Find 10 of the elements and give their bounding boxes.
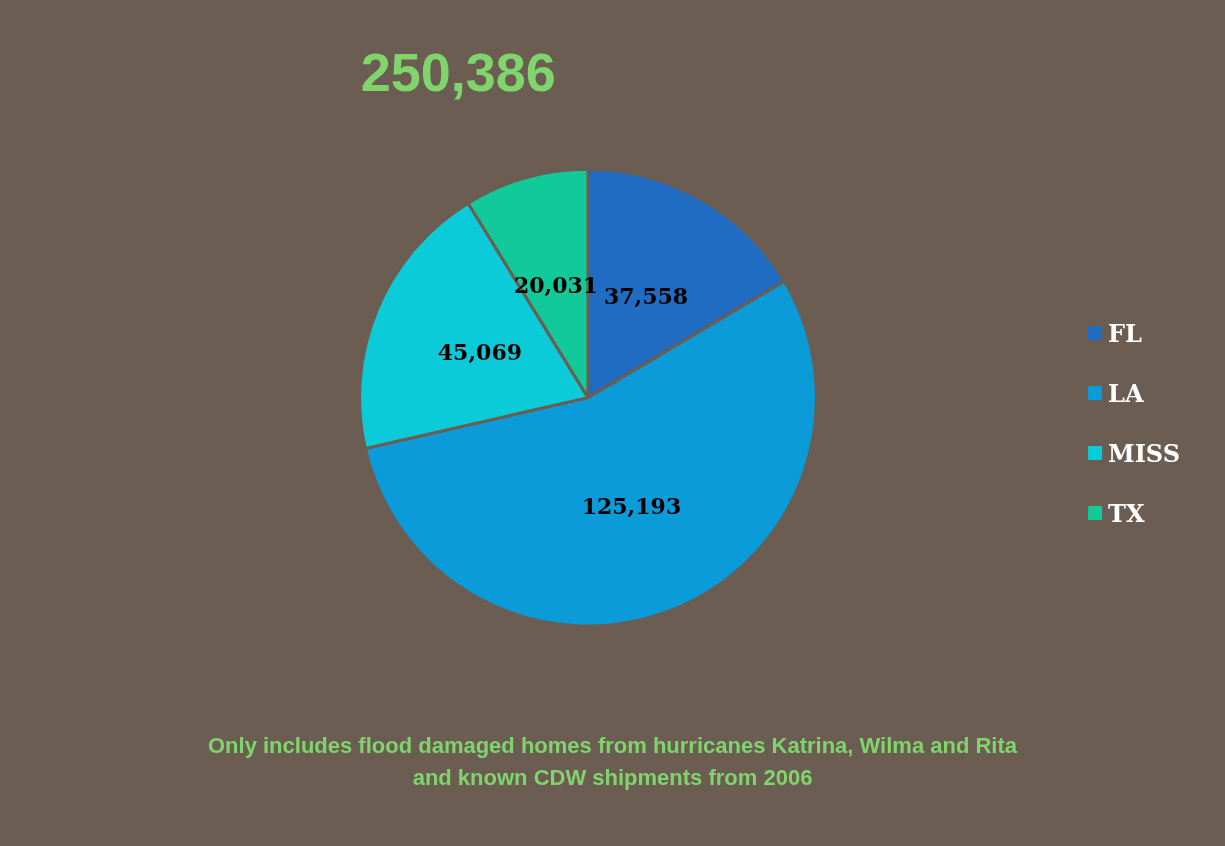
data-label: 20,031 bbox=[513, 271, 599, 298]
chart-title: 250,386 bbox=[360, 42, 556, 102]
data-label: 125,193 bbox=[581, 493, 682, 520]
legend-label: LA bbox=[1108, 378, 1144, 408]
data-label: 37,558 bbox=[603, 282, 689, 309]
legend-label: TX bbox=[1108, 498, 1145, 528]
text: Only includes flood damaged homes from hurricanes Katrina, Wilma and Rita and known CDW shipments from 2006 bbox=[207, 732, 1018, 790]
data-label: 45,069 bbox=[437, 339, 523, 366]
legend-label: MISS bbox=[1108, 438, 1181, 468]
legend-label: FL bbox=[1108, 318, 1143, 348]
